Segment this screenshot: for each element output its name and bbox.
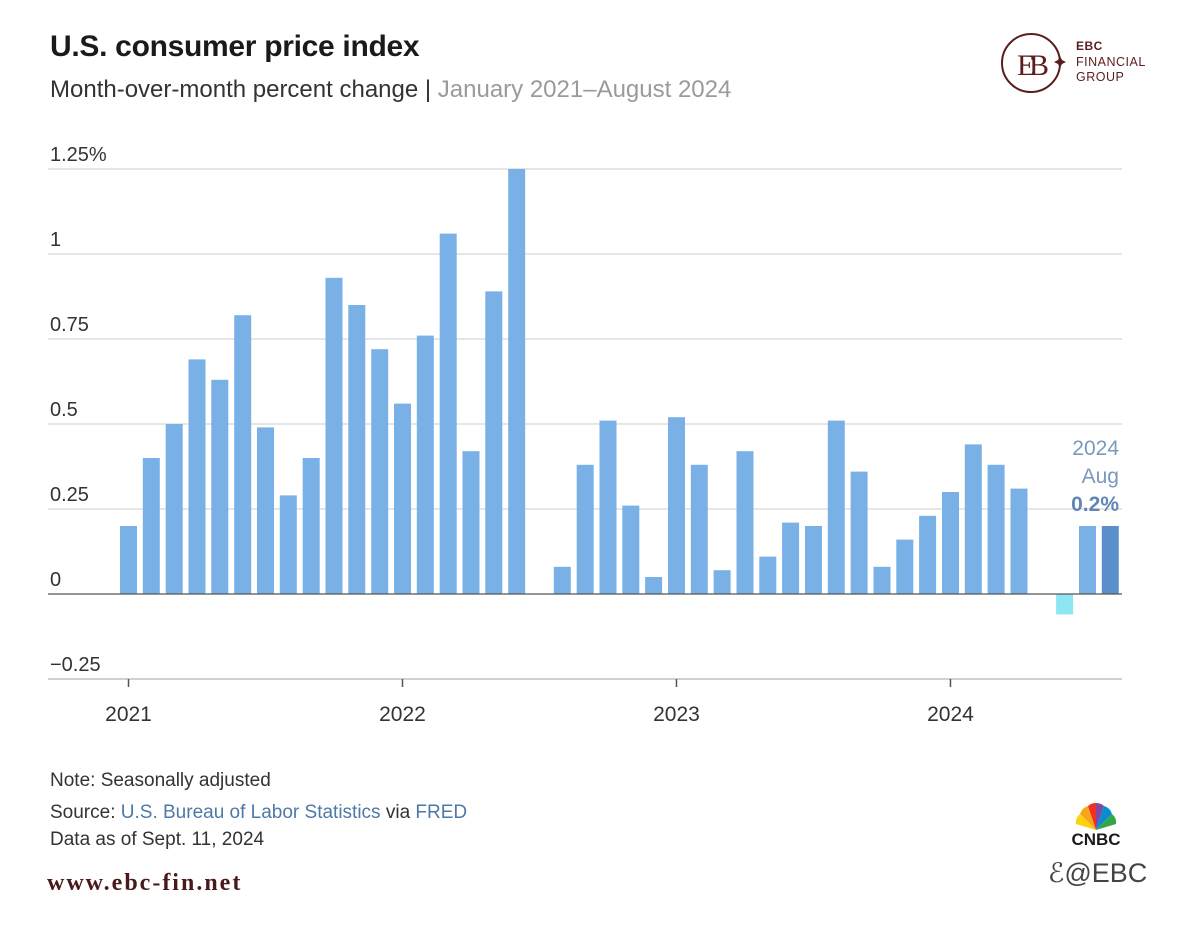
chart-title: U.S. consumer price index xyxy=(50,30,420,63)
bar xyxy=(690,464,708,594)
bar xyxy=(782,522,800,594)
y-axis-ticks: 1.25% 1 0.75 0.5 0.25 0 −0.25 xyxy=(50,144,107,676)
y-tick-label: 0.75 xyxy=(50,314,89,336)
x-tick-label: 2023 xyxy=(653,703,700,726)
svg-text:E: E xyxy=(1017,49,1035,82)
bar xyxy=(919,515,937,594)
bar xyxy=(485,291,503,594)
bar xyxy=(553,566,571,594)
bar xyxy=(850,471,868,594)
chart-subtitle: Month-over-month percent change | Januar… xyxy=(50,76,731,104)
bar xyxy=(279,495,297,594)
ebc-brand-logo: E B EBC FINANCIAL GROUP xyxy=(1000,30,1170,96)
bar xyxy=(416,335,434,594)
annotation-month: Aug xyxy=(1082,465,1119,488)
annotation-year: 2024 xyxy=(1072,437,1119,460)
subtitle-date-range: January 2021–August 2024 xyxy=(437,76,732,103)
source-link-fred[interactable]: FRED xyxy=(415,802,468,823)
gridlines xyxy=(48,168,1122,680)
bar xyxy=(622,505,640,594)
bar xyxy=(736,451,754,594)
bar xyxy=(257,427,274,594)
source-prefix: Source: xyxy=(50,802,121,823)
bar xyxy=(394,403,411,594)
latest-value-annotation: 2024 Aug 0.2% xyxy=(1071,437,1119,516)
bar-series xyxy=(120,169,1119,615)
data-date: Data as of Sept. 11, 2024 xyxy=(50,829,265,850)
bar xyxy=(599,420,617,594)
source-link-bls[interactable]: U.S. Bureau of Labor Statistics xyxy=(120,802,381,823)
source-mid: via xyxy=(380,802,416,823)
source-line: Source: U.S. Bureau of Labor Statistics … xyxy=(50,802,467,824)
ebc-watermark: ℰ@EBC xyxy=(1048,858,1147,889)
bar xyxy=(645,577,663,594)
x-tick-label: 2022 xyxy=(379,703,426,726)
bar xyxy=(348,305,366,594)
bar xyxy=(211,379,229,594)
bar xyxy=(165,424,183,594)
svg-text:B: B xyxy=(1029,49,1049,82)
y-tick-label: 1 xyxy=(50,229,61,251)
peacock-icon xyxy=(1075,802,1117,830)
bar xyxy=(188,359,206,594)
chat-bubble-icon: ℰ xyxy=(1048,858,1065,888)
cnbc-wordmark: CNBC xyxy=(1071,830,1121,849)
x-tick-label: 2024 xyxy=(927,703,974,726)
bar xyxy=(713,570,731,594)
y-tick-label: 0 xyxy=(50,569,61,591)
bar xyxy=(371,349,389,594)
brand-line-2: FINANCIAL xyxy=(1076,55,1146,69)
bar xyxy=(873,566,891,594)
footnote-seasonal: Note: Seasonally adjusted xyxy=(50,770,271,791)
bar xyxy=(964,444,982,594)
bar xyxy=(668,417,685,594)
bar xyxy=(896,539,914,594)
website-url: www.ebc-fin.net xyxy=(47,870,243,896)
bar xyxy=(142,458,160,594)
bar xyxy=(1101,526,1119,594)
bar xyxy=(325,277,343,594)
bar xyxy=(576,464,594,594)
watermark-handle: @EBC xyxy=(1064,858,1148,888)
bar xyxy=(302,458,320,594)
x-axis: 2021 2022 2023 2024 xyxy=(48,593,1122,726)
cnbc-logo: CNBC xyxy=(1066,800,1126,850)
bar xyxy=(1079,526,1096,594)
x-tick-label: 2021 xyxy=(105,703,152,726)
ebc-logo-icon: E B xyxy=(1001,33,1066,93)
bar xyxy=(120,526,137,594)
subtitle-main: Month-over-month percent change | xyxy=(50,76,438,103)
brand-line-3: GROUP xyxy=(1076,70,1125,84)
y-tick-label: 0.5 xyxy=(50,399,78,421)
y-tick-label: −0.25 xyxy=(50,654,101,676)
bar xyxy=(805,526,822,594)
bar-chart: 1.25% 1 0.75 0.5 0.25 0 −0.25 2021 2022 2023 2024… xyxy=(48,144,1122,726)
bar xyxy=(1056,594,1074,615)
y-tick-label: 0.25 xyxy=(50,484,89,506)
annotation-value: 0.2% xyxy=(1071,493,1119,516)
bar xyxy=(942,492,959,594)
bar xyxy=(759,556,777,594)
bar xyxy=(827,420,845,594)
bar xyxy=(1010,488,1028,594)
bar xyxy=(987,464,1005,594)
bar xyxy=(508,169,526,594)
y-tick-label: 1.25% xyxy=(50,144,107,166)
bar xyxy=(234,315,252,594)
bar xyxy=(439,233,457,594)
bar xyxy=(462,451,480,594)
brand-line-1: EBC xyxy=(1076,39,1103,53)
